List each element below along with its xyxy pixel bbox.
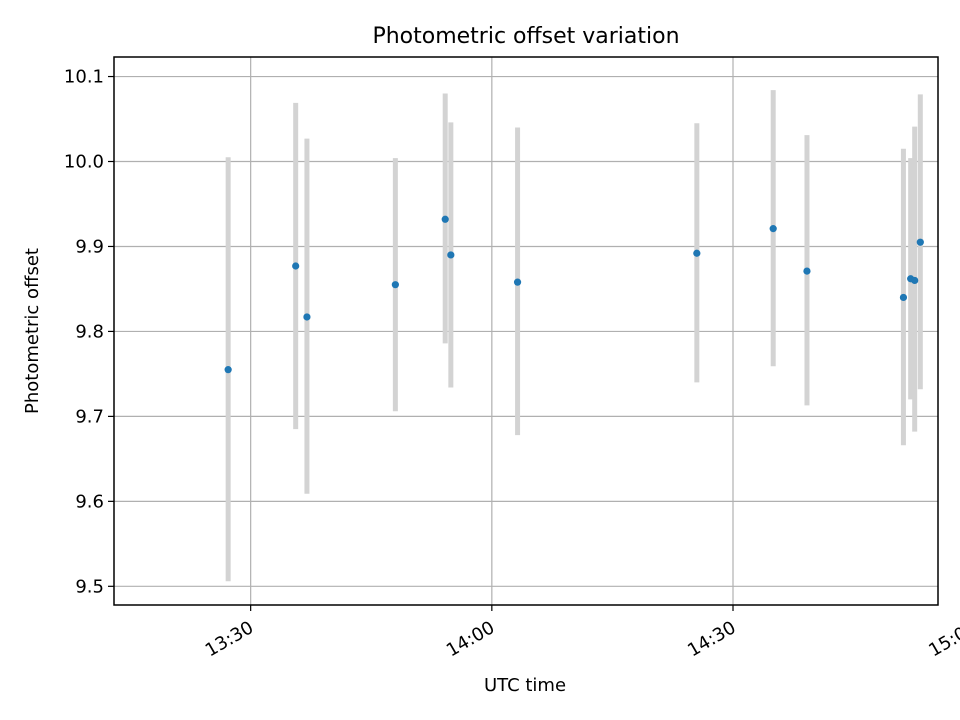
data-point (391, 281, 399, 289)
data-point (916, 238, 924, 246)
y-tick-label: 9.6 (75, 491, 104, 512)
x-tick-label: 15:00 (925, 617, 960, 661)
data-point (441, 215, 449, 223)
data-point (303, 313, 311, 321)
data-point (899, 293, 908, 302)
chart-title: Photometric offset variation (372, 24, 679, 49)
y-tick-label: 9.5 (75, 576, 104, 597)
y-tick-label: 9.8 (75, 321, 104, 342)
data-point (693, 249, 701, 257)
data-point (447, 251, 455, 259)
y-tick-label: 10.0 (64, 152, 104, 173)
data-point-layer (224, 215, 924, 374)
y-tick-label: 9.9 (75, 236, 104, 257)
tick-layer: 13:3014:0014:3015:0015:3016:0016:309.59.… (64, 67, 960, 662)
data-point (911, 276, 919, 285)
x-tick-label: 14:30 (684, 617, 739, 661)
data-point (803, 267, 811, 275)
data-point (224, 366, 232, 374)
y-axis-label: Photometric offset (22, 248, 43, 414)
y-tick-label: 9.7 (75, 406, 104, 427)
y-tick-label: 10.1 (64, 67, 104, 88)
x-axis-label: UTC time (484, 675, 566, 696)
data-point (769, 225, 777, 233)
x-tick-label: 13:30 (202, 617, 257, 661)
data-point (513, 278, 522, 286)
grid-layer (114, 57, 938, 605)
x-tick-label: 14:00 (443, 617, 498, 661)
data-point (292, 262, 300, 270)
